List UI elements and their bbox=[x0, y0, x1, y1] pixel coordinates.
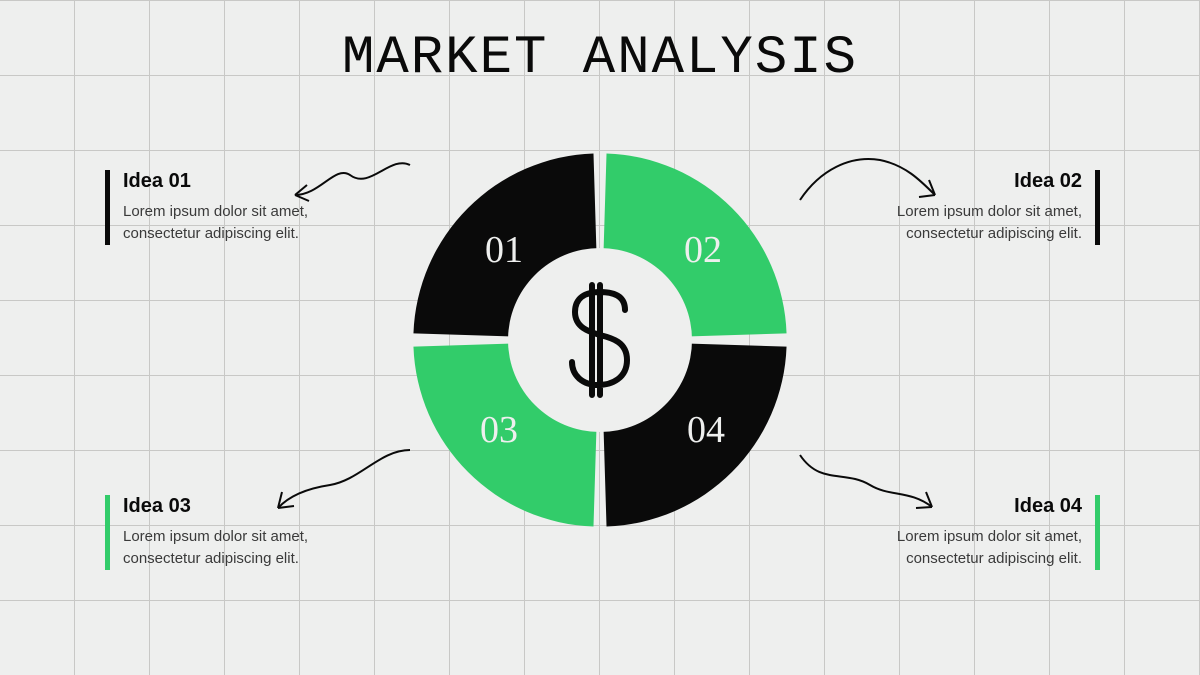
idea-03-bar bbox=[105, 495, 110, 570]
idea-04-title: Idea 04 bbox=[880, 495, 1082, 518]
idea-02-body: Lorem ipsum dolor sit amet, consectetur … bbox=[880, 201, 1082, 245]
page-title: MARKET ANALYSIS bbox=[342, 28, 858, 89]
idea-03-body: Lorem ipsum dolor sit amet, consectetur … bbox=[123, 526, 325, 570]
idea-02-title: Idea 02 bbox=[880, 170, 1082, 193]
idea-01-title: Idea 01 bbox=[123, 170, 325, 193]
segment-label-01: 01 bbox=[485, 228, 523, 272]
idea-03: Idea 03 Lorem ipsum dolor sit amet, cons… bbox=[105, 495, 325, 570]
dollar-icon bbox=[540, 280, 660, 400]
donut-chart: 01 02 03 04 bbox=[410, 150, 790, 530]
idea-03-title: Idea 03 bbox=[123, 495, 325, 518]
idea-01-body: Lorem ipsum dolor sit amet, consectetur … bbox=[123, 201, 325, 245]
idea-02-bar bbox=[1095, 170, 1100, 245]
idea-04: Idea 04 Lorem ipsum dolor sit amet, cons… bbox=[880, 495, 1100, 570]
idea-01-bar bbox=[105, 170, 110, 245]
idea-01: Idea 01 Lorem ipsum dolor sit amet, cons… bbox=[105, 170, 325, 245]
idea-04-bar bbox=[1095, 495, 1100, 570]
segment-label-04: 04 bbox=[687, 408, 725, 452]
segment-label-03: 03 bbox=[480, 408, 518, 452]
idea-02: Idea 02 Lorem ipsum dolor sit amet, cons… bbox=[880, 170, 1100, 245]
idea-04-body: Lorem ipsum dolor sit amet, consectetur … bbox=[880, 526, 1082, 570]
segment-label-02: 02 bbox=[684, 228, 722, 272]
